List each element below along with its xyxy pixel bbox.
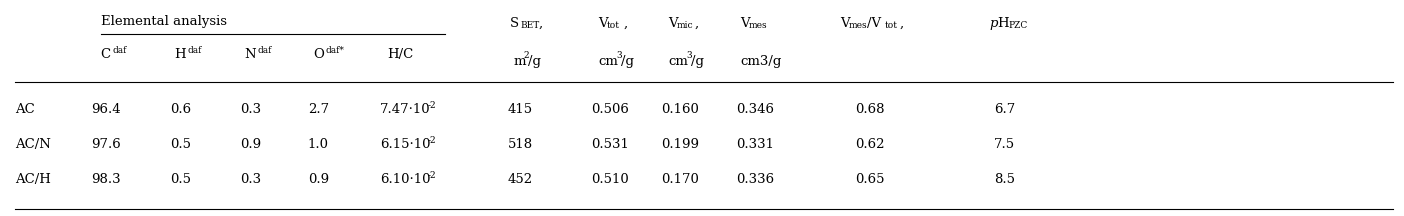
Text: 7.5: 7.5 [994, 138, 1015, 151]
Text: /V: /V [866, 17, 880, 30]
Text: /g: /g [691, 55, 703, 68]
Text: 0.5: 0.5 [170, 173, 191, 186]
Text: cm: cm [668, 55, 688, 68]
Text: 8.5: 8.5 [994, 173, 1015, 186]
Text: 0.510: 0.510 [591, 173, 629, 186]
Text: 3: 3 [687, 51, 692, 60]
Text: ,: , [695, 17, 699, 30]
Text: Elemental analysis: Elemental analysis [101, 15, 226, 28]
Text: 3: 3 [616, 51, 622, 60]
Text: 2.7: 2.7 [307, 103, 329, 116]
Text: H/C: H/C [388, 48, 413, 61]
Text: O: O [313, 48, 324, 61]
Text: C: C [101, 48, 111, 61]
Text: 0.336: 0.336 [736, 173, 774, 186]
Text: 1.0: 1.0 [307, 138, 329, 151]
Text: V: V [598, 17, 608, 30]
Text: -2: -2 [427, 101, 435, 110]
Text: 0.9: 0.9 [307, 173, 329, 186]
Text: /g: /g [528, 55, 541, 68]
Text: S: S [510, 17, 519, 30]
Text: cm: cm [598, 55, 618, 68]
Text: 452: 452 [508, 173, 532, 186]
Text: tot: tot [607, 21, 621, 30]
Text: ,: , [900, 17, 904, 30]
Text: 0.346: 0.346 [736, 103, 774, 116]
Text: ,: , [538, 17, 542, 30]
Text: -2: -2 [427, 136, 435, 145]
Text: -2: -2 [427, 171, 435, 179]
Text: 0.5: 0.5 [170, 138, 191, 151]
Text: H: H [174, 48, 187, 61]
Text: tot: tot [885, 21, 897, 30]
Text: 6.7: 6.7 [994, 103, 1015, 116]
Text: 0.3: 0.3 [240, 103, 261, 116]
Text: N: N [244, 48, 257, 61]
Text: 0.170: 0.170 [661, 173, 699, 186]
Text: 0.506: 0.506 [591, 103, 629, 116]
Text: 96.4: 96.4 [91, 103, 121, 116]
Text: 0.3: 0.3 [240, 173, 261, 186]
Text: 0.65: 0.65 [855, 173, 885, 186]
Text: AC/N: AC/N [14, 138, 51, 151]
Text: 2: 2 [524, 51, 529, 60]
Text: daf: daf [188, 46, 202, 55]
Text: mes: mes [849, 21, 868, 30]
Text: 0.62: 0.62 [855, 138, 885, 151]
Text: V: V [740, 17, 750, 30]
Text: 0.531: 0.531 [591, 138, 629, 151]
Text: daf: daf [257, 46, 272, 55]
Text: 6.15·10: 6.15·10 [380, 138, 431, 151]
Text: V: V [668, 17, 678, 30]
Text: p: p [990, 17, 998, 30]
Text: BET: BET [519, 21, 539, 30]
Text: daf*: daf* [326, 46, 344, 55]
Text: cm3/g: cm3/g [740, 55, 782, 68]
Text: 0.9: 0.9 [240, 138, 261, 151]
Text: 6.10·10: 6.10·10 [380, 173, 431, 186]
Text: AC/H: AC/H [14, 173, 51, 186]
Text: 0.6: 0.6 [170, 103, 191, 116]
Text: AC: AC [14, 103, 35, 116]
Text: ,: , [623, 17, 628, 30]
Text: 0.199: 0.199 [661, 138, 699, 151]
Text: PZC: PZC [1008, 21, 1028, 30]
Text: V: V [840, 17, 849, 30]
Text: 97.6: 97.6 [91, 138, 121, 151]
Text: 0.331: 0.331 [736, 138, 774, 151]
Text: mic: mic [677, 21, 694, 30]
Text: m: m [514, 55, 525, 68]
Text: 0.68: 0.68 [855, 103, 885, 116]
Text: 0.160: 0.160 [661, 103, 699, 116]
Text: 518: 518 [508, 138, 532, 151]
Text: H: H [998, 17, 1009, 30]
Text: daf: daf [112, 46, 126, 55]
Text: 415: 415 [508, 103, 532, 116]
Text: 98.3: 98.3 [91, 173, 121, 186]
Text: 7.47·10: 7.47·10 [380, 103, 431, 116]
Text: /g: /g [621, 55, 635, 68]
Text: mes: mes [748, 21, 768, 30]
